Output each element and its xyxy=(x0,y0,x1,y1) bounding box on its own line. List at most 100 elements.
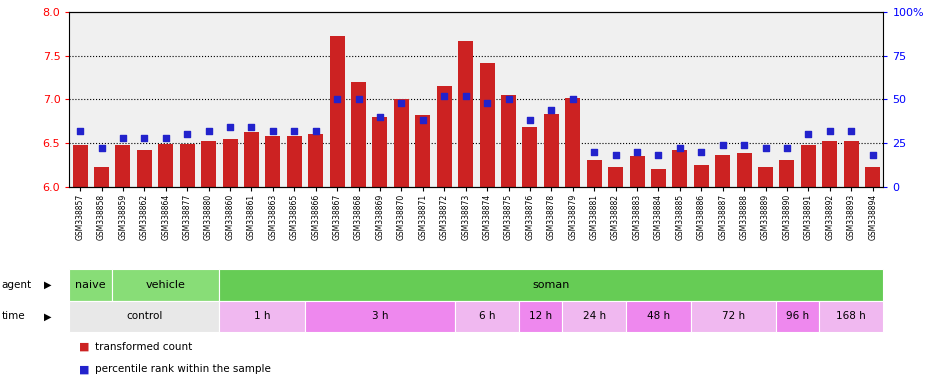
Text: control: control xyxy=(126,311,163,321)
Bar xyxy=(626,301,691,332)
Point xyxy=(544,107,559,113)
Bar xyxy=(565,98,580,187)
Bar xyxy=(844,141,858,187)
Bar xyxy=(69,269,112,301)
Bar xyxy=(244,132,259,187)
Bar xyxy=(305,301,455,332)
Bar xyxy=(651,169,666,187)
Bar xyxy=(415,115,430,187)
Point xyxy=(458,93,473,99)
Point xyxy=(287,127,302,134)
Point xyxy=(329,96,344,103)
Bar xyxy=(586,161,601,187)
Bar xyxy=(69,301,219,332)
Point xyxy=(352,96,366,103)
Point xyxy=(158,135,173,141)
Point xyxy=(609,152,623,158)
Bar xyxy=(308,134,323,187)
Text: 3 h: 3 h xyxy=(372,311,388,321)
Bar xyxy=(715,155,730,187)
Point xyxy=(308,127,323,134)
Bar xyxy=(201,141,216,187)
Text: vehicle: vehicle xyxy=(146,280,186,290)
Point xyxy=(758,145,773,151)
Bar xyxy=(501,95,516,187)
Point xyxy=(415,117,430,123)
Bar xyxy=(158,144,173,187)
Bar xyxy=(94,167,109,187)
Bar xyxy=(265,136,280,187)
Bar xyxy=(352,82,366,187)
Point xyxy=(586,149,601,155)
Text: 6 h: 6 h xyxy=(479,311,495,321)
Bar xyxy=(865,167,881,187)
Bar xyxy=(287,136,302,187)
Bar xyxy=(223,139,238,187)
Text: soman: soman xyxy=(533,280,570,290)
Point xyxy=(223,124,238,130)
Text: 96 h: 96 h xyxy=(786,311,809,321)
Bar xyxy=(630,156,645,187)
Text: ■: ■ xyxy=(79,342,89,352)
Bar xyxy=(608,167,623,187)
Text: time: time xyxy=(2,311,26,321)
Bar xyxy=(219,301,305,332)
Point xyxy=(822,127,837,134)
Bar xyxy=(373,117,388,187)
Point xyxy=(651,152,666,158)
Point xyxy=(630,149,645,155)
Point xyxy=(179,131,194,137)
Point xyxy=(715,142,730,148)
Point xyxy=(202,127,216,134)
Bar xyxy=(544,114,559,187)
Bar xyxy=(672,150,687,187)
Text: 168 h: 168 h xyxy=(836,311,866,321)
Bar xyxy=(455,301,519,332)
Text: percentile rank within the sample: percentile rank within the sample xyxy=(95,364,271,374)
Text: 24 h: 24 h xyxy=(583,311,606,321)
Text: 72 h: 72 h xyxy=(722,311,745,321)
Point xyxy=(244,124,259,130)
Point xyxy=(437,93,451,99)
Point xyxy=(844,127,858,134)
Point xyxy=(73,127,88,134)
Text: agent: agent xyxy=(2,280,32,290)
Bar xyxy=(776,301,820,332)
Point xyxy=(501,96,516,103)
Bar xyxy=(437,86,451,187)
Bar xyxy=(458,41,474,187)
Text: naive: naive xyxy=(76,280,106,290)
Bar xyxy=(694,165,709,187)
Point xyxy=(565,96,580,103)
Point xyxy=(394,100,409,106)
Point xyxy=(94,145,109,151)
Text: transformed count: transformed count xyxy=(95,342,192,352)
Bar xyxy=(822,141,837,187)
Point xyxy=(373,114,388,120)
Bar xyxy=(479,63,495,187)
Point xyxy=(137,135,152,141)
Text: ▶: ▶ xyxy=(44,311,52,321)
Point xyxy=(736,142,751,148)
Bar xyxy=(562,301,626,332)
Point xyxy=(865,152,880,158)
Text: 48 h: 48 h xyxy=(647,311,670,321)
Bar xyxy=(394,99,409,187)
Bar xyxy=(758,167,773,187)
Point xyxy=(672,145,687,151)
Bar xyxy=(72,145,88,187)
Text: ■: ■ xyxy=(79,364,89,374)
Bar xyxy=(112,269,219,301)
Point xyxy=(116,135,130,141)
Text: 12 h: 12 h xyxy=(529,311,552,321)
Text: ▶: ▶ xyxy=(44,280,52,290)
Point xyxy=(523,117,537,123)
Text: 1 h: 1 h xyxy=(254,311,270,321)
Bar xyxy=(519,301,562,332)
Bar xyxy=(116,145,130,187)
Bar xyxy=(219,269,883,301)
Bar xyxy=(137,150,152,187)
Point xyxy=(780,145,795,151)
Bar xyxy=(329,36,345,187)
Bar xyxy=(179,144,194,187)
